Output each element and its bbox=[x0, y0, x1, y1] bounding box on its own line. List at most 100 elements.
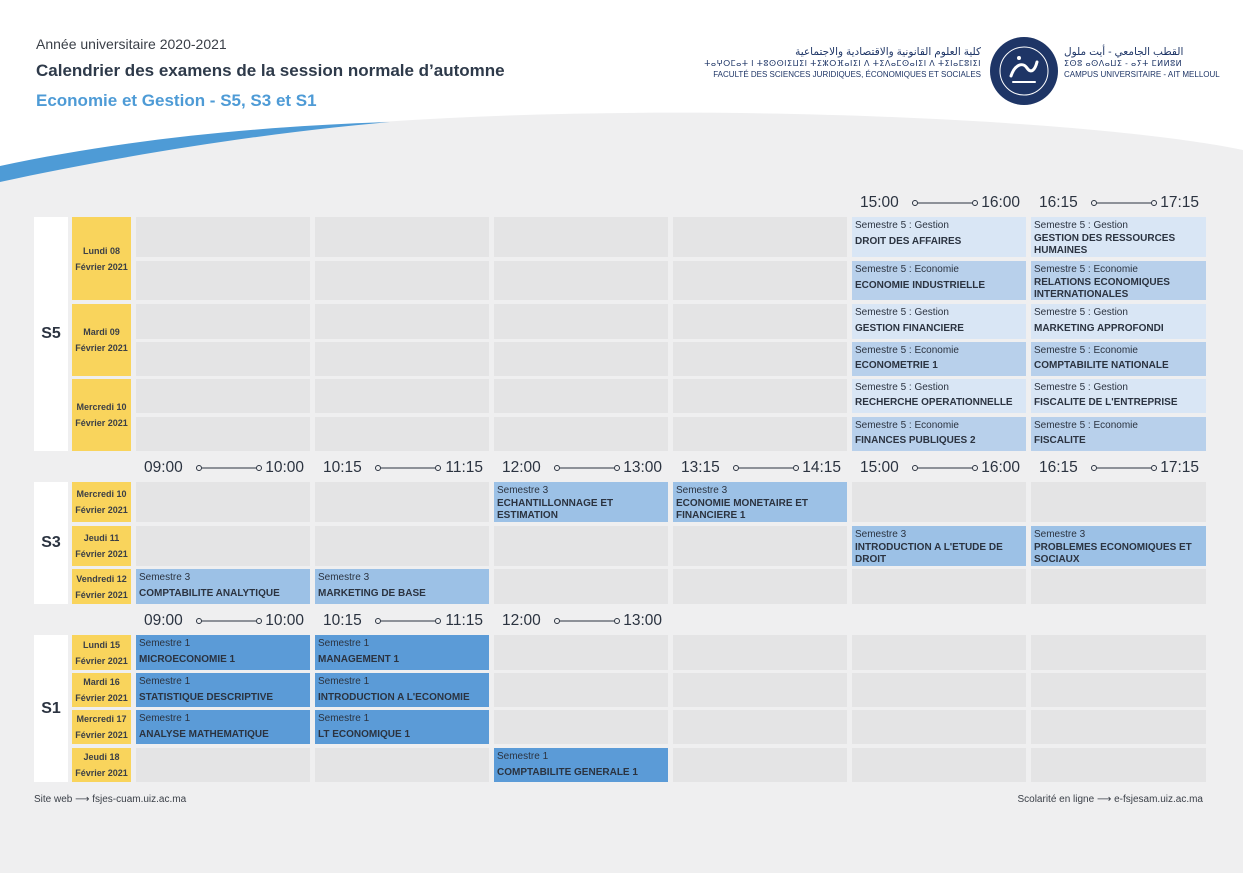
semester-label-s3: S3 bbox=[34, 482, 68, 604]
exam-cell: Semestre 5 : Economie COMPTABILITE NATIO… bbox=[1031, 342, 1206, 376]
day-name: Lundi 15 bbox=[82, 639, 120, 650]
campus-name-tifinagh: ⵉⵙⵓ ⴰⵙⴷⴰⵡⵉ - ⴰⵢⵜ ⵎⵍⵍⵓⵍ bbox=[1064, 59, 1183, 68]
empty-slot bbox=[136, 304, 310, 339]
empty-slot bbox=[315, 342, 489, 376]
exam-cell: Semestre 5 : Gestion DROIT DES AFFAIRES bbox=[852, 217, 1026, 257]
exam-subject: MANAGEMENT 1 bbox=[318, 654, 400, 665]
empty-slot bbox=[494, 417, 668, 451]
empty-slot bbox=[315, 379, 489, 413]
exam-semester: Semestre 5 : Economie bbox=[855, 345, 959, 356]
exam-subject: MICROECONOMIE 1 bbox=[139, 654, 236, 665]
exam-semester: Semestre 5 : Gestion bbox=[855, 382, 949, 393]
exam-cell: Semestre 3 MARKETING DE BASE bbox=[315, 569, 489, 604]
exam-cell: Semestre 1 COMPTABILITE GENERALE 1 bbox=[494, 748, 668, 782]
timeline-arrow-icon bbox=[554, 618, 620, 624]
exam-semester: Semestre 5 : Gestion bbox=[855, 220, 949, 231]
empty-slot bbox=[673, 710, 847, 744]
day-name: Mardi 09 bbox=[83, 327, 120, 337]
campus-name-arabic: القطب الجامعي - أيت ملول bbox=[1064, 46, 1184, 58]
exam-cell: Semestre 5 : Gestion GESTION FINANCIERE bbox=[852, 304, 1026, 339]
empty-slot bbox=[852, 635, 1026, 670]
exam-semester: Semestre 5 : Gestion bbox=[1034, 220, 1128, 231]
empty-slot bbox=[494, 261, 668, 300]
timeline-arrow-icon bbox=[912, 200, 978, 206]
day-name: Mercredi 10 bbox=[76, 402, 127, 412]
slot-end-time: 13:00 bbox=[623, 459, 662, 476]
exam-subject: COMPTABILITE NATIONALE bbox=[1034, 360, 1169, 371]
header-swoosh bbox=[0, 0, 1243, 182]
footer-website-link[interactable]: Site web ⟶ fsjes-cuam.uiz.ac.ma bbox=[34, 794, 187, 805]
day-header: Mardi 16 Février 2021 bbox=[72, 673, 131, 707]
exam-semester: Semestre 5 : Economie bbox=[1034, 264, 1138, 275]
empty-slot bbox=[673, 342, 847, 376]
empty-slot bbox=[852, 710, 1026, 744]
timeline-arrow-icon bbox=[912, 465, 978, 471]
timebar-s3: 09:00 10:00 10:15 11:15 12:00 13:00 13:1… bbox=[0, 457, 1243, 479]
empty-slot bbox=[315, 482, 489, 522]
exam-subject: RECHERCHE OPERATIONNELLE bbox=[855, 397, 1013, 408]
time-slot: 09:00 10:00 bbox=[136, 610, 308, 632]
empty-slot bbox=[673, 217, 847, 257]
exam-semester: Semestre 5 : Gestion bbox=[855, 307, 949, 318]
time-slot: 15:00 16:00 bbox=[852, 457, 1024, 479]
exam-cell: Semestre 5 : Gestion RECHERCHE OPERATION… bbox=[852, 379, 1026, 413]
exam-cell: Semestre 1 STATISTIQUE DESCRIPTIVE bbox=[136, 673, 310, 707]
timeline-arrow-icon bbox=[733, 465, 799, 471]
exam-subject: COMPTABILITE GENERALE 1 bbox=[497, 767, 638, 778]
time-slot: 12:00 13:00 bbox=[494, 457, 666, 479]
exam-subject: GESTION FINANCIERE bbox=[855, 323, 964, 334]
time-slot: 16:15 17:15 bbox=[1031, 192, 1203, 214]
day-name: Jeudi 11 bbox=[83, 533, 120, 543]
empty-slot bbox=[673, 526, 847, 566]
empty-slot bbox=[673, 569, 847, 604]
exam-subject: DROIT DES AFFAIRES bbox=[855, 236, 962, 247]
exam-cell: Semestre 3 INTRODUCTION A L'ETUDE DE DRO… bbox=[852, 526, 1026, 566]
exam-cell: Semestre 3 COMPTABILITE ANALYTIQUE bbox=[136, 569, 310, 604]
empty-slot bbox=[315, 261, 489, 300]
exam-cell: Semestre 5 : Economie FINANCES PUBLIQUES… bbox=[852, 417, 1026, 451]
exam-subject: GESTION DES RESSOURCES HUMAINES bbox=[1034, 233, 1176, 256]
empty-slot bbox=[315, 748, 489, 782]
empty-slot bbox=[136, 417, 310, 451]
exam-subject: STATISTIQUE DESCRIPTIVE bbox=[139, 692, 274, 703]
semester-label-s5: S5 bbox=[34, 217, 68, 451]
day-header: Jeudi 11 Février 2021 bbox=[72, 526, 131, 566]
slot-end-time: 10:00 bbox=[265, 612, 304, 629]
empty-slot bbox=[494, 710, 668, 744]
day-name: Lundi 08 bbox=[82, 245, 120, 256]
exam-subject: FISCALITE DE L'ENTREPRISE bbox=[1034, 397, 1178, 408]
empty-slot bbox=[136, 526, 310, 566]
footer-online-schooling-link[interactable]: Scolarité en ligne ⟶ e-fsjesam.uiz.ac.ma bbox=[1017, 794, 1203, 805]
exam-semester: Semestre 5 : Gestion bbox=[1034, 382, 1128, 393]
day-name: Mercredi 17 bbox=[76, 714, 127, 724]
day-header: Mercredi 10 Février 2021 bbox=[72, 379, 131, 451]
exam-cell: Semestre 5 : Economie FISCALITE bbox=[1031, 417, 1206, 451]
slot-start-time: 16:15 bbox=[1039, 459, 1078, 476]
day-month: Février 2021 bbox=[75, 589, 128, 600]
empty-slot bbox=[494, 304, 668, 339]
slot-start-time: 09:00 bbox=[144, 459, 183, 476]
empty-slot bbox=[494, 635, 668, 670]
exam-cell: Semestre 5 : Economie ECONOMETRIE 1 bbox=[852, 342, 1026, 376]
empty-slot bbox=[494, 673, 668, 707]
page-title: Calendrier des examens de la session nor… bbox=[36, 61, 505, 80]
empty-slot bbox=[852, 673, 1026, 707]
exam-subject: INTRODUCTION A L'ECONOMIE bbox=[318, 692, 470, 703]
exam-cell: Semestre 3 ECONOMIE MONETAIRE ET FINANCI… bbox=[673, 482, 847, 522]
empty-slot bbox=[494, 569, 668, 604]
day-month: Février 2021 bbox=[75, 418, 128, 428]
empty-slot bbox=[1031, 569, 1206, 604]
timebar-s5: 15:00 16:00 16:15 17:15 bbox=[0, 192, 1243, 214]
empty-slot bbox=[1031, 635, 1206, 670]
slot-start-time: 10:15 bbox=[323, 612, 362, 629]
day-header: Mercredi 17 Février 2021 bbox=[72, 710, 131, 744]
slot-end-time: 14:15 bbox=[802, 459, 841, 476]
faculty-name-block: كلية العلوم القانونية والاقتصادية والاجت… bbox=[704, 47, 981, 80]
semester-label-s1: S1 bbox=[34, 635, 68, 782]
day-month: Février 2021 bbox=[75, 549, 128, 559]
empty-slot bbox=[494, 217, 668, 257]
empty-slot bbox=[315, 217, 489, 257]
exam-cell: Semestre 3 PROBLEMES ECONOMIQUES ET SOCI… bbox=[1031, 526, 1206, 566]
exam-subject: MARKETING APPROFONDI bbox=[1034, 323, 1164, 334]
exam-semester: Semestre 3 bbox=[497, 485, 549, 496]
